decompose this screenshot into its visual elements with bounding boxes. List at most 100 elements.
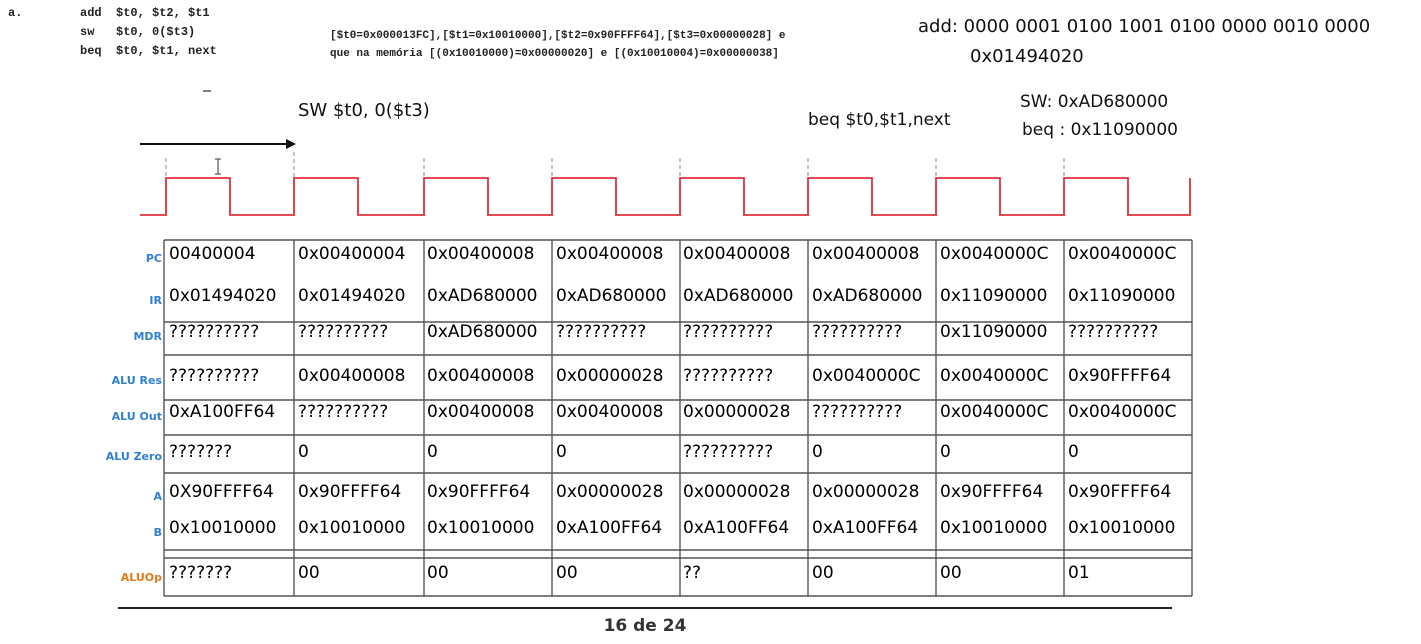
table-cell: 0xAD680000 — [427, 286, 538, 306]
text-cursor-icon — [215, 158, 221, 175]
table-cell: 00 — [812, 563, 834, 583]
table-cell: 0xAD680000 — [556, 286, 667, 306]
table-cell: 0x10010000 — [1068, 518, 1176, 538]
table-cell: 0x11090000 — [940, 322, 1048, 342]
row-label-mdr: MDR — [133, 330, 162, 343]
table-cell: 0xA100FF64 — [556, 518, 663, 538]
table-cell: 0x00400008 — [556, 402, 664, 422]
table-cell: ?????????? — [298, 402, 389, 422]
arrow-head-icon — [286, 139, 296, 149]
row-label-alu-res: ALU Res — [111, 374, 162, 387]
code-line-beq: beq $t0, $t1, next — [80, 44, 217, 58]
table-cell: 0xA100FF64 — [683, 518, 790, 538]
table-cell: 0x00000028 — [683, 482, 791, 502]
page-number: 16 de 24 — [603, 616, 687, 636]
table-cell: 0 — [427, 442, 438, 462]
beq-code-annotation: beq : 0x11090000 — [1022, 120, 1178, 140]
table-cell: 0x00400008 — [683, 244, 791, 264]
table-cell: ??????? — [169, 442, 233, 462]
table-cell: ?????????? — [298, 322, 389, 342]
table-cell: 0x90FFFF64 — [298, 482, 402, 502]
table-cell: 0x10010000 — [427, 518, 535, 538]
table-cell: 0x0040000C — [940, 244, 1049, 264]
table-cell: 0 — [940, 442, 951, 462]
row-label-ir: IR — [149, 294, 162, 307]
table-cell: 0x90FFFF64 — [1068, 482, 1172, 502]
table-cell: 0x11090000 — [940, 286, 1048, 306]
table-cell: ?????????? — [169, 322, 260, 342]
table-cell: ?????????? — [169, 366, 260, 386]
table-cell: 0 — [1068, 442, 1079, 462]
table-cell: 00400004 — [169, 244, 256, 264]
add-binary-annotation: add: 0000 0001 0100 1001 0100 0000 0010 … — [918, 16, 1371, 37]
clock-waveform — [140, 177, 1191, 216]
table-cell: ?????????? — [1068, 322, 1159, 342]
table-cell: ?? — [683, 563, 702, 583]
register-note-line2: que na memória [(0x10010000)=0x00000020]… — [330, 48, 779, 60]
table-cell: 0x00400008 — [427, 402, 535, 422]
table-cell: 0xA100FF64 — [812, 518, 919, 538]
table-cell: 0x00400008 — [427, 244, 535, 264]
table-cell: ?????????? — [683, 366, 774, 386]
table-cell: ?????????? — [556, 322, 647, 342]
table-cell: 0x00400008 — [812, 244, 920, 264]
table-cell: 0xAD680000 — [427, 322, 538, 342]
table-cell: 0x90FFFF64 — [1068, 366, 1172, 386]
item-letter: a. — [8, 6, 23, 20]
table-cell: ?????????? — [683, 322, 774, 342]
table-cell: 0 — [556, 442, 567, 462]
table-cell: 0X90FFFF64 — [169, 482, 274, 502]
table-cell: 0x0040000C — [1068, 402, 1177, 422]
table-cell: 0x00400008 — [556, 244, 664, 264]
row-label-a: A — [153, 490, 162, 503]
sw-code-annotation: SW: 0xAD680000 — [1020, 92, 1169, 112]
row-label-alu-zero: ALU Zero — [105, 450, 162, 463]
table-cell: 0x11090000 — [1068, 286, 1176, 306]
table-grid — [163, 239, 1193, 597]
table-cell: 0x01494020 — [169, 286, 277, 306]
table-cell: 0x10010000 — [298, 518, 406, 538]
table-cell: ?????????? — [812, 402, 903, 422]
code-line-add: add $t0, $t2, $t1 — [80, 6, 210, 20]
table-cell: 0x0040000C — [940, 366, 1049, 386]
table-cell: 0x0040000C — [940, 402, 1049, 422]
table-cell: 00 — [940, 563, 962, 583]
row-label-aluop: ALUOp — [120, 571, 162, 584]
code-line-sw: sw $t0, 0($t3) — [80, 25, 196, 39]
table-cell: 0x0040000C — [1068, 244, 1177, 264]
table-cell: 0 — [298, 442, 309, 462]
table-cell: 0 — [812, 442, 823, 462]
row-label-pc: PC — [145, 252, 162, 265]
table-cell: ?????????? — [812, 322, 903, 342]
table-cell: 0x90FFFF64 — [427, 482, 531, 502]
table-cell: 0x90FFFF64 — [940, 482, 1044, 502]
table-cell: 01 — [1068, 563, 1090, 583]
add-hex-annotation: 0x01494020 — [970, 46, 1084, 67]
clock-guides — [165, 152, 1065, 178]
table-cell: 0x01494020 — [298, 286, 406, 306]
table-cell: 0x00400008 — [427, 366, 535, 386]
table-cell: ??????? — [169, 563, 233, 583]
table-cell: 0x00000028 — [556, 482, 664, 502]
sw-instruction-label: SW $t0, 0($t3) — [298, 100, 430, 121]
table-cell: 0x00000028 — [556, 366, 664, 386]
register-note-line1: [$t0=0x000013FC],[$t1=0x10010000],[$t2=0… — [330, 30, 786, 42]
table-cell: ?????????? — [683, 442, 774, 462]
table-cell: 0x10010000 — [169, 518, 277, 538]
row-label-alu-out: ALU Out — [111, 410, 162, 423]
table-cell: 0xAD680000 — [683, 286, 794, 306]
table-cell: 0xAD680000 — [812, 286, 923, 306]
row-label-b: B — [153, 526, 162, 539]
table-cell: 0x00400004 — [298, 244, 406, 264]
table-cell: 0x0040000C — [812, 366, 921, 386]
table-cell: 0x00400008 — [298, 366, 406, 386]
beq-instruction-label: beq $t0,$t1,next — [808, 110, 951, 130]
table-cell: 0x00000028 — [683, 402, 791, 422]
table-cell: 0x10010000 — [940, 518, 1048, 538]
table-cell: 00 — [427, 563, 449, 583]
table-cell: 00 — [298, 563, 320, 583]
table-cell: 0x00000028 — [812, 482, 920, 502]
table-cell: 00 — [556, 563, 578, 583]
table-cell: 0xA100FF64 — [169, 402, 276, 422]
